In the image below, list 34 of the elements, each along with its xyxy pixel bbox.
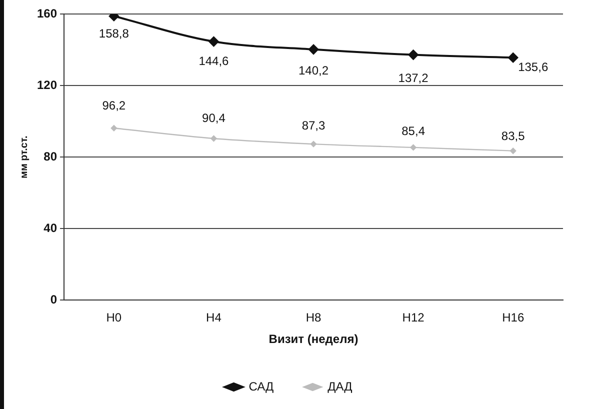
x-tick-label: Н8 — [306, 310, 322, 325]
point — [410, 144, 416, 151]
point — [310, 140, 317, 148]
x-axis-title: Визит (неделя) — [268, 332, 358, 346]
x-tick-label: Н4 — [206, 310, 222, 325]
legend-label: ДАД — [328, 379, 352, 394]
data-label: 87,3 — [302, 118, 326, 132]
data-label: 90,4 — [202, 110, 226, 125]
point — [308, 44, 319, 54]
point — [208, 36, 219, 47]
data-label: 83,5 — [501, 129, 526, 144]
data-label: 137,2 — [398, 71, 429, 86]
point — [108, 14, 119, 22]
y-tick-label: 120 — [36, 78, 58, 92]
y-tick-label: 80 — [44, 149, 58, 164]
data-label: 96,2 — [102, 98, 126, 112]
point — [110, 125, 118, 132]
data-label: 85,4 — [402, 124, 426, 138]
x-tick-label: Н12 — [402, 310, 425, 325]
point — [408, 50, 418, 60]
data-label: 158,8 — [98, 26, 130, 40]
data-label: 144,6 — [198, 54, 230, 68]
x-tick-label: Н0 — [106, 310, 122, 325]
data-label: 140,2 — [298, 64, 329, 78]
point — [210, 135, 217, 142]
y-tick-label: 40 — [44, 220, 58, 235]
data-label: 135,6 — [518, 60, 548, 74]
y-axis-title: мм рт.ст. — [18, 136, 30, 178]
point — [510, 148, 516, 154]
legend-label: САД — [248, 379, 274, 394]
y-tick-label: 160 — [36, 6, 58, 20]
point — [508, 52, 518, 63]
y-tick-label: 0 — [50, 292, 58, 307]
x-tick-label: Н16 — [502, 310, 524, 325]
